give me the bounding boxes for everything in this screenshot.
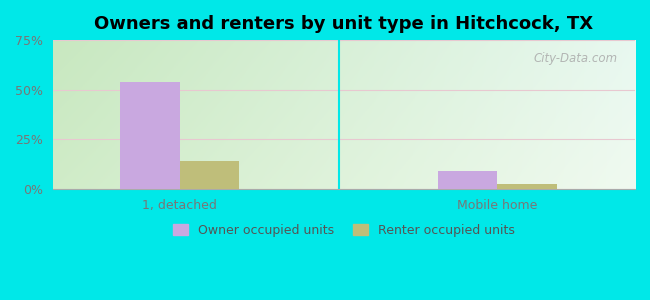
Legend: Owner occupied units, Renter occupied units: Owner occupied units, Renter occupied un… [168,219,520,242]
Title: Owners and renters by unit type in Hitchcock, TX: Owners and renters by unit type in Hitch… [94,15,593,33]
Bar [497,184,556,189]
Bar [180,161,239,189]
Text: City-Data.com: City-Data.com [534,52,618,65]
Bar [438,171,497,189]
Bar [120,82,180,189]
